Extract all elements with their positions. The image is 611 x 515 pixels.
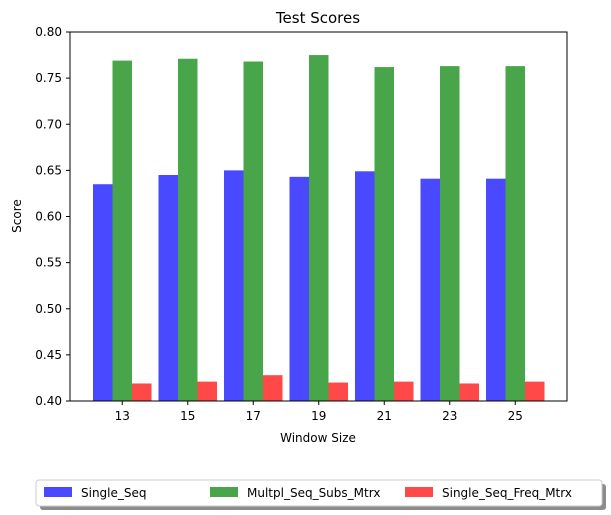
x-axis: 13 15 17 19 21 23 25 bbox=[115, 401, 523, 423]
bar-single-seq-freq-mtrx-19 bbox=[328, 382, 348, 401]
bar-single-seq-23 bbox=[420, 178, 440, 401]
bar-single-seq-freq-mtrx-23 bbox=[459, 383, 479, 401]
bar-single-seq-13 bbox=[93, 184, 113, 401]
bar-multpl-seq-subs-mtrx-13 bbox=[112, 60, 132, 401]
legend-box bbox=[35, 479, 603, 507]
y-tick-label: 0.45 bbox=[35, 348, 62, 362]
y-tick-label: 0.75 bbox=[35, 71, 62, 85]
bar-single-seq-freq-mtrx-25 bbox=[525, 381, 545, 401]
bar-single-seq-21 bbox=[355, 171, 375, 401]
bar-single-seq-freq-mtrx-13 bbox=[132, 383, 152, 401]
bar-single-seq-freq-mtrx-17 bbox=[263, 375, 283, 401]
y-tick-label: 0.50 bbox=[35, 302, 62, 316]
x-tick-label: 19 bbox=[311, 409, 326, 423]
x-tick-label: 25 bbox=[508, 409, 523, 423]
bar-multpl-seq-subs-mtrx-15 bbox=[178, 58, 198, 401]
legend-swatch-multpl-seq-subs-mtrx bbox=[210, 487, 238, 497]
y-tick-label: 0.70 bbox=[35, 117, 62, 131]
x-tick-label: 21 bbox=[377, 409, 392, 423]
y-axis: 0.40 0.45 0.50 0.55 0.60 0.65 0.70 0.75 0.80 bbox=[35, 25, 70, 408]
legend-items: Single_Seq Multpl_Seq_Subs_Mtrx Single_Seq… bbox=[44, 486, 572, 500]
legend-label-single-seq-freq-mtrx: Single_Seq_Freq_Mtrx bbox=[442, 486, 572, 500]
bar-single-seq-freq-mtrx-21 bbox=[394, 381, 414, 401]
chart-title: Test Scores bbox=[275, 9, 360, 27]
y-tick-label: 0.40 bbox=[35, 394, 62, 408]
bar-single-seq-25 bbox=[486, 178, 506, 401]
x-tick-label: 15 bbox=[180, 409, 195, 423]
x-tick-label: 17 bbox=[246, 409, 261, 423]
legend-swatch-single-seq bbox=[44, 487, 72, 497]
bar-single-seq-15 bbox=[158, 174, 178, 401]
y-tick-label: 0.55 bbox=[35, 256, 62, 270]
bar-multpl-seq-subs-mtrx-23 bbox=[440, 66, 460, 401]
y-axis-label: Score bbox=[10, 199, 24, 233]
bar-multpl-seq-subs-mtrx-17 bbox=[243, 61, 263, 402]
bar-multpl-seq-subs-mtrx-25 bbox=[505, 66, 525, 401]
bar-multpl-seq-subs-mtrx-21 bbox=[374, 67, 394, 402]
legend: Single_Seq Multpl_Seq_Subs_Mtrx Single_Seq… bbox=[35, 479, 606, 510]
x-tick-label: 23 bbox=[442, 409, 457, 423]
bars-layer bbox=[93, 55, 545, 402]
legend-label-multpl-seq-subs-mtrx: Multpl_Seq_Subs_Mtrx bbox=[247, 486, 380, 500]
bar-single-seq-19 bbox=[289, 176, 309, 401]
x-axis-label: Window Size bbox=[280, 431, 356, 445]
legend-label-single-seq: Single_Seq bbox=[81, 486, 147, 500]
bar-multpl-seq-subs-mtrx-19 bbox=[309, 55, 329, 401]
x-tick-label: 13 bbox=[115, 409, 130, 423]
bar-single-seq-17 bbox=[224, 170, 244, 401]
legend-swatch-single-seq-freq-mtrx bbox=[405, 487, 433, 497]
y-tick-label: 0.60 bbox=[35, 210, 62, 224]
bar-single-seq-freq-mtrx-15 bbox=[197, 381, 217, 401]
y-tick-label: 0.65 bbox=[35, 163, 62, 177]
y-tick-label: 0.80 bbox=[35, 25, 62, 39]
